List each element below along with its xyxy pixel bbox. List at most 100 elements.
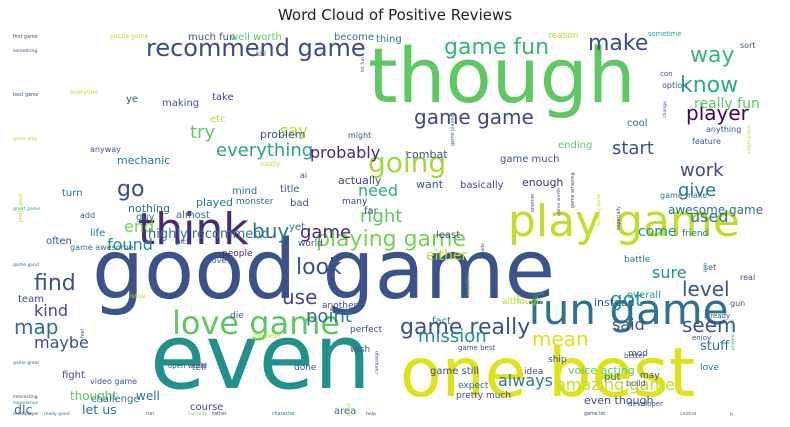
word-8: fun game (528, 285, 729, 334)
word-44: give (678, 180, 716, 201)
word-72: well (136, 389, 160, 403)
word-162: move (204, 256, 226, 265)
word-132: ye (126, 94, 138, 105)
word-144: ship (548, 355, 567, 365)
word-131: first game (13, 34, 38, 40)
word-151: die (230, 311, 244, 321)
word-103: basically (460, 180, 504, 191)
word-187: lot fun (360, 57, 366, 72)
word-150: video game (90, 377, 137, 386)
word-41: everything (216, 140, 313, 161)
word-90: game much (500, 154, 559, 165)
word-65: let us (82, 402, 117, 417)
word-120: course (190, 402, 223, 413)
word-38: map (14, 315, 58, 339)
word-119: challenge (91, 394, 140, 405)
word-3: even (150, 305, 371, 410)
word-166: campaign (374, 351, 380, 374)
word-45: start (612, 138, 654, 159)
word-146: build (626, 379, 646, 388)
word-37: use (282, 285, 317, 309)
word-6: play game (508, 196, 740, 247)
word-180: set (704, 263, 716, 272)
word-25: look (296, 255, 342, 280)
word-19: game game (414, 105, 534, 129)
word-139: anything (706, 125, 741, 134)
word-10: love game (172, 304, 340, 342)
word-186: moment (252, 332, 282, 340)
word-190: mostly (260, 161, 281, 168)
word-34: player (686, 101, 750, 125)
word-118: team (18, 294, 44, 305)
word-188: everyone (70, 89, 98, 96)
word-107: title (280, 184, 300, 195)
word-110: far (364, 206, 379, 217)
word-29: find (34, 271, 76, 296)
word-164: add (80, 211, 95, 220)
word-126: idea (524, 367, 543, 377)
word-111: yet (289, 222, 305, 233)
word-189: puzzle game (110, 33, 149, 40)
word-0: great game (13, 206, 40, 212)
word-127: least (436, 230, 460, 241)
word-4: one best (400, 334, 695, 413)
word-84: mechanic (117, 154, 170, 167)
word-171: sort (740, 41, 756, 50)
word-26: see (517, 295, 522, 303)
word-59: used (690, 207, 728, 226)
word-155: place (346, 403, 352, 416)
word-136: battle (624, 255, 651, 265)
word-79: actually (338, 174, 382, 187)
word-39: game (300, 222, 351, 243)
word-15: game fun (444, 35, 549, 60)
word-47: mission (418, 326, 487, 347)
word-73: fun play (188, 411, 207, 417)
word-30: mean (532, 327, 589, 351)
word-13: play (702, 262, 708, 272)
word-62: sometime (648, 30, 681, 38)
word-87: instead (594, 296, 635, 309)
word-102: game played (450, 115, 456, 146)
word-109: many (342, 197, 368, 207)
word-cloud: great game though good game even one best bes… (13, 30, 777, 417)
word-61: say (280, 121, 308, 140)
word-174: favorite game (596, 194, 602, 226)
word-143: another (322, 301, 357, 311)
word-169: option (662, 81, 687, 90)
word-1: though (368, 32, 636, 120)
word-80: want (416, 178, 444, 191)
word-123: area (334, 406, 356, 417)
word-93: problem (260, 128, 306, 141)
word-148: game worth (556, 188, 562, 216)
word-142: perfect (350, 325, 383, 335)
word-77: played game (730, 319, 736, 350)
word-153: done (294, 363, 317, 373)
word-160: anyway (90, 145, 121, 154)
word-58: sure (652, 263, 687, 282)
word-152: tell (192, 363, 206, 373)
word-67: come (638, 224, 677, 240)
word-22: something (13, 48, 37, 54)
word-184: game best (458, 344, 495, 352)
word-5: best game (13, 92, 39, 98)
word-9: game play (13, 136, 37, 142)
word-159: interesting (13, 394, 38, 400)
word-2: good game (92, 223, 555, 318)
word-185: issue (130, 293, 146, 300)
word-96: etc (210, 114, 226, 125)
word-154: wish (350, 345, 370, 355)
word-125: expect (458, 381, 489, 391)
word-21: game really (400, 315, 530, 340)
word-165: con (660, 70, 673, 78)
word-170: change (662, 101, 668, 118)
word-135: monster (236, 197, 274, 207)
word-179: enjoy (692, 334, 711, 342)
word-141: although (502, 297, 542, 307)
word-182: developer (628, 400, 663, 408)
word-95: take (212, 92, 234, 103)
word-113: almost (176, 210, 210, 221)
word-51: probably (310, 143, 380, 162)
word-31: seem (682, 313, 737, 337)
word-147: enemie (530, 194, 536, 212)
word-32: level (682, 277, 730, 301)
